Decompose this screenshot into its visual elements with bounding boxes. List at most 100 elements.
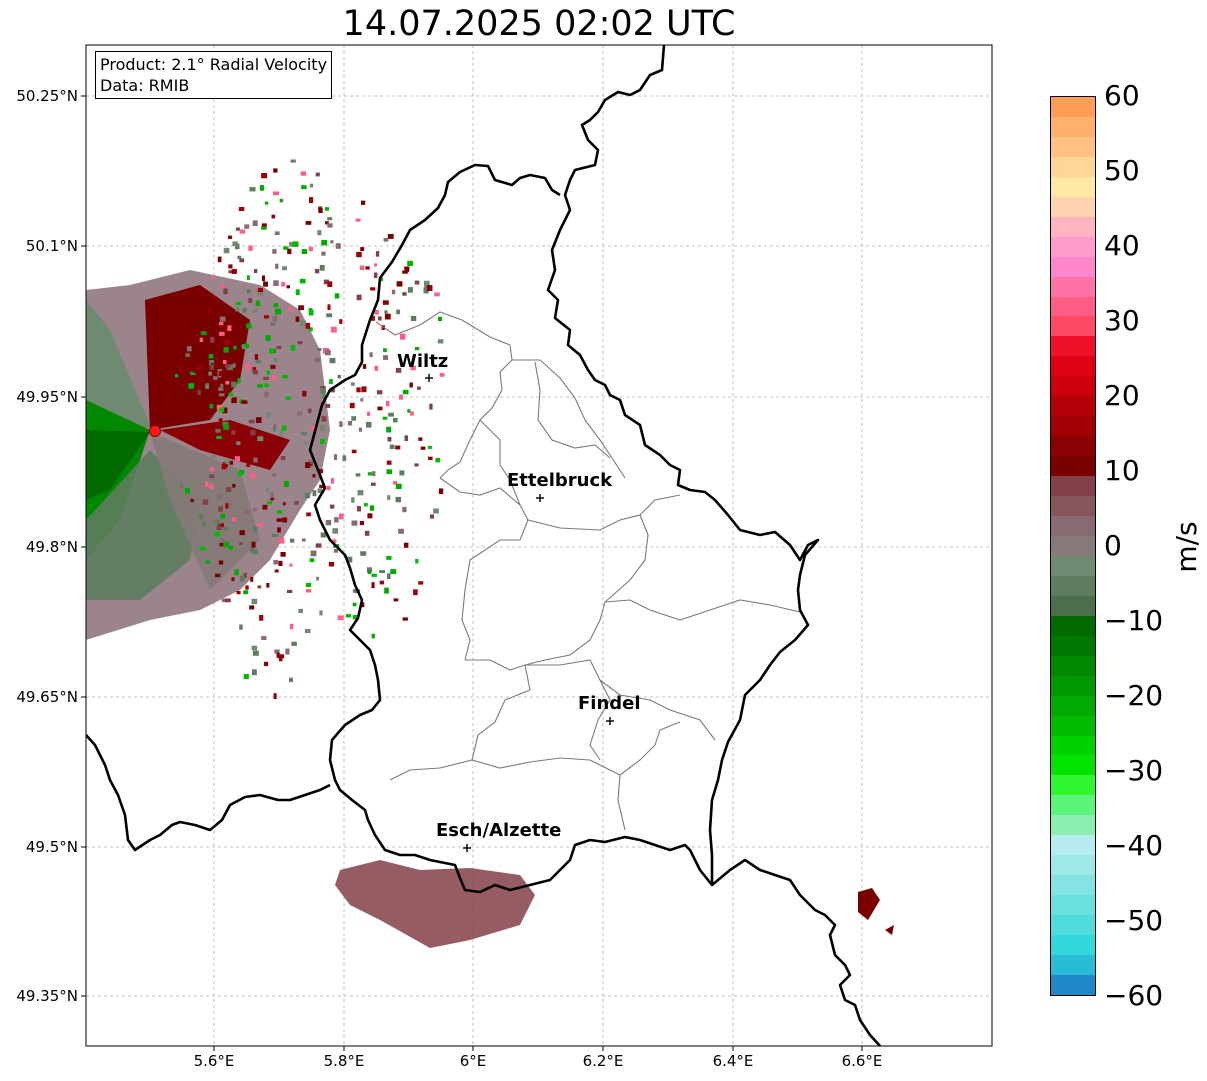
admin-boundaries	[375, 311, 801, 831]
radar-pixel	[383, 238, 389, 242]
radar-pixel	[347, 556, 353, 563]
colorbar-segment	[1051, 396, 1095, 417]
radar-pixel	[358, 427, 362, 432]
radar-pixel	[277, 527, 281, 533]
radar-pixel	[351, 497, 355, 503]
radar-pixel	[304, 629, 311, 634]
radar-pixel	[389, 444, 395, 449]
radar-pixel	[388, 412, 394, 417]
radar-pixel	[272, 316, 278, 322]
radar-pixel	[266, 370, 271, 375]
info-box: Product: 2.1° Radial Velocity Data: RMIB	[95, 51, 333, 99]
colorbar-label: m/s	[1170, 521, 1203, 573]
radar-pixel	[374, 310, 379, 315]
radar-pixel	[219, 331, 225, 336]
radar-pixel	[325, 221, 329, 225]
radar-pixel	[321, 251, 326, 256]
radar-pixel	[402, 389, 409, 395]
radar-pixel	[286, 589, 293, 593]
radar-pixel	[263, 281, 268, 287]
radar-pixel	[283, 246, 289, 250]
radar-pixel	[246, 323, 252, 329]
radar-pixel	[298, 608, 303, 614]
colorbar-tick-label: 50	[1104, 154, 1140, 187]
radar-pixel	[265, 488, 270, 493]
radar-pixel	[395, 367, 402, 373]
colorbar-segment	[1051, 595, 1095, 616]
y-tick-label: 50.25°N	[16, 87, 78, 105]
radar-pixel	[301, 249, 308, 254]
radar-pixel	[290, 344, 296, 351]
radar-pixel	[334, 293, 340, 299]
radar-pixel	[393, 598, 399, 602]
colorbar-tick-label: −40	[1104, 829, 1164, 862]
radar-pixel	[252, 650, 259, 656]
radar-pixel	[197, 365, 204, 369]
radar-pixel	[359, 521, 365, 526]
radar-pixel	[414, 463, 419, 467]
radar-pixel	[351, 520, 358, 526]
radar-pixel	[239, 530, 245, 536]
colorbar-segment	[1051, 316, 1095, 337]
radar-pixel	[234, 569, 239, 576]
radar-pixel	[323, 279, 329, 285]
colorbar-tick-label: 30	[1104, 304, 1140, 337]
radar-pixel	[269, 348, 275, 354]
radar-pixel	[236, 435, 241, 439]
radar-pixel	[206, 310, 212, 315]
radar-pixel	[356, 506, 361, 512]
radar-pixel	[278, 560, 283, 566]
colorbar-tick-label: −20	[1104, 679, 1164, 712]
radar-pixel	[326, 313, 333, 318]
colorbar-segment	[1051, 416, 1095, 437]
colorbar-segment	[1051, 635, 1095, 656]
radar-pixel	[402, 292, 407, 296]
radar-pixel	[197, 389, 201, 395]
radar-pixel	[299, 278, 306, 284]
radar-pixel	[243, 509, 250, 515]
radar-pixel	[369, 352, 373, 358]
radar-pixel	[316, 348, 322, 352]
colorbar-segment	[1051, 216, 1095, 237]
radar-pixel	[418, 581, 424, 585]
radar-pixel	[410, 315, 417, 321]
radar-pixel	[188, 383, 194, 389]
radar-pixel	[352, 615, 358, 620]
radar-pixel	[273, 693, 277, 700]
radar-pixel	[201, 521, 207, 528]
radar-pixel	[252, 220, 258, 226]
radar-pixel	[209, 474, 215, 478]
radar-pixel	[233, 345, 237, 350]
radar-pixel	[248, 245, 253, 251]
radar-pixel	[309, 183, 314, 188]
radar-pixel	[325, 349, 331, 356]
radar-pixel	[435, 458, 441, 463]
radar-pixel	[404, 435, 408, 441]
radar-pixel	[300, 320, 306, 326]
radar-velocity-field	[86, 270, 894, 948]
colorbar-segment	[1051, 236, 1095, 257]
radar-pixel	[219, 307, 224, 312]
radar-pixel	[333, 454, 338, 460]
radar-pixel	[374, 365, 379, 371]
radar-pixel	[219, 406, 225, 413]
radar-pixel	[291, 641, 297, 646]
radar-pixel	[255, 417, 262, 423]
radar-pixel	[186, 346, 192, 352]
radar-pixel	[383, 348, 387, 353]
radar-pixel	[360, 247, 365, 251]
radar-pixel	[261, 275, 265, 282]
radar-pixel	[270, 497, 275, 501]
radar-pixel	[327, 223, 333, 228]
radar-pixel	[224, 459, 230, 465]
radar-pixel	[429, 514, 434, 519]
radar-pixel	[276, 518, 283, 522]
radar-pixel	[274, 231, 280, 235]
radar-pixel	[274, 649, 280, 654]
radar-pixel	[312, 474, 316, 478]
radar-pixel	[369, 505, 375, 511]
radar-pixel	[304, 492, 311, 499]
radar-pixel	[290, 159, 296, 163]
radar-pixel	[267, 501, 272, 505]
